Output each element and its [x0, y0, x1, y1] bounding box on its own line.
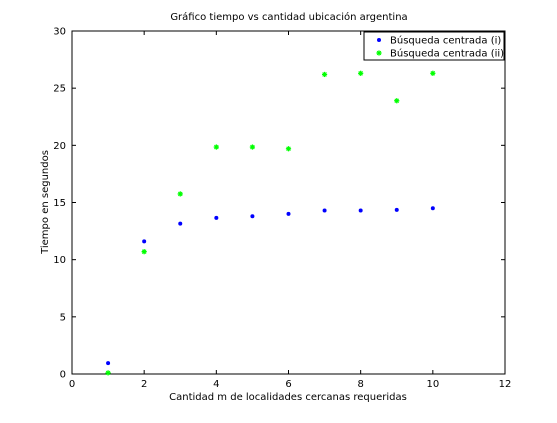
- data-marks: [105, 70, 436, 376]
- data-point-series-2: [213, 144, 219, 150]
- data-point-series-2: [394, 98, 400, 104]
- y-tick-label: 0: [60, 370, 66, 381]
- data-point-series-1: [322, 208, 327, 213]
- legend-label: Búsqueda centrada (i): [390, 35, 501, 47]
- data-point-series-2: [141, 249, 147, 255]
- marker-stroke: [376, 50, 382, 56]
- marker-stroke: [214, 144, 219, 150]
- data-point-series-1: [178, 221, 183, 226]
- data-point-series-2: [105, 370, 111, 376]
- marker-stroke: [358, 71, 363, 76]
- x-tick-label: 4: [213, 379, 219, 390]
- y-tick-label: 30: [53, 27, 66, 38]
- legend-box: [363, 31, 505, 61]
- data-point-series-2: [177, 191, 183, 197]
- marker-stroke: [322, 72, 327, 77]
- data-point-series-1: [286, 211, 291, 216]
- data-point-series-1: [430, 206, 435, 211]
- y-tick-label: 5: [60, 312, 66, 323]
- data-point-series-2: [430, 70, 436, 76]
- x-axis-label: Cantidad m de localidades cercanas reque…: [169, 392, 407, 403]
- axis-ticks: 0 2 4 6 8 10 12 0 5 10 15 20 25 30: [53, 27, 511, 391]
- data-point-series-2: [285, 146, 292, 152]
- x-tick-label: 0: [69, 379, 75, 390]
- data-point-series-1: [358, 208, 363, 213]
- data-point-series-1: [250, 214, 255, 219]
- data-point-series-2: [358, 70, 364, 76]
- y-tick-label: 15: [53, 198, 66, 209]
- legend: Búsqueda centrada (i)Búsqueda centrada (…: [363, 31, 505, 61]
- legend-marker: [377, 38, 381, 42]
- x-tick-label: 2: [141, 379, 147, 390]
- plot-area: [71, 30, 506, 375]
- data-point-series-1: [142, 239, 147, 244]
- x-tick-label: 10: [426, 379, 439, 390]
- x-tick-label: 6: [285, 379, 291, 390]
- marker-stroke: [177, 191, 183, 197]
- data-point-series-1: [214, 215, 219, 220]
- marker-stroke: [394, 98, 400, 104]
- x-tick-label: 8: [357, 379, 363, 390]
- y-tick-label: 20: [53, 141, 66, 152]
- data-point-series-1: [106, 361, 111, 366]
- chart-title: Gráfico tiempo vs cantidad ubicación arg…: [170, 11, 407, 23]
- y-axis-label: Tiempo en segundos: [40, 150, 51, 255]
- x-tick-label: 12: [499, 379, 512, 390]
- y-tick-label: 10: [53, 255, 66, 266]
- marker-stroke: [250, 144, 255, 150]
- legend-marker: [376, 50, 382, 56]
- legend-label: Búsqueda centrada (ii): [390, 48, 504, 60]
- marker-stroke: [105, 370, 111, 376]
- marker-stroke: [430, 71, 436, 76]
- data-point-series-2: [249, 144, 256, 150]
- y-tick-label: 25: [53, 84, 66, 95]
- marker-stroke: [286, 146, 291, 152]
- marker-stroke: [141, 249, 147, 254]
- data-point-series-1: [394, 207, 399, 212]
- data-point-series-2: [321, 71, 328, 78]
